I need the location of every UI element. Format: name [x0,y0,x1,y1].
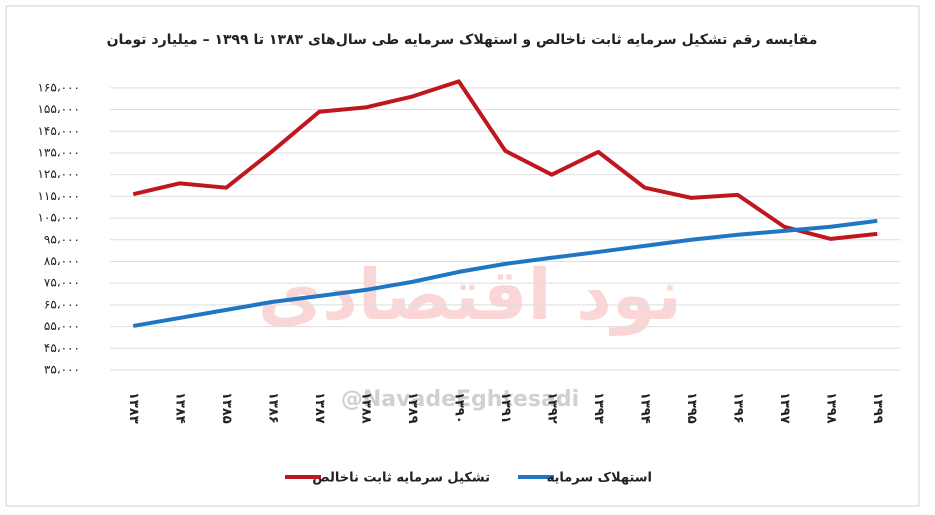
y-tick-label: ۱۶۵،۰۰۰ [37,80,80,94]
x-tick-label: ۱۳۹۹ [870,392,885,424]
y-tick-label: ۷۵،۰۰۰ [44,276,80,290]
legend-label: تشکیل سرمایه ثابت ناخالص [312,471,490,486]
x-tick-label: ۱۳۸۷ [312,392,327,424]
y-tick-label: ۱۴۵،۰۰۰ [37,124,80,138]
x-tick-label: ۱۳۹۱ [498,392,513,424]
legend-label: استهلاک سرمایه [547,471,652,486]
y-tick-label: ۱۱۵،۰۰۰ [37,189,80,203]
series-line [132,218,878,328]
series-line [132,79,878,241]
y-tick-label: ۳۵،۰۰۰ [44,363,80,377]
x-tick-label: ۱۳۹۴ [637,392,652,424]
y-tick-label: ۱۲۵،۰۰۰ [37,167,80,181]
x-tick-label: ۱۳۸۸ [358,392,373,424]
chart-title: مقایسه رقم تشکیل سرمایه ثابت ناخالص و اس… [107,32,818,48]
y-tick-label: ۱۰۵،۰۰۰ [37,211,80,225]
x-tick-label: ۱۳۸۴ [172,392,187,424]
x-tick-label: ۱۳۹۸ [823,392,838,424]
x-tick-label: ۱۳۹۳ [591,392,606,424]
x-tick-label: ۱۳۹۰ [451,392,466,424]
y-tick-label: ۶۵،۰۰۰ [44,297,80,311]
watermark: @NavadeEghtesadi [341,387,579,412]
x-tick-label: ۱۳۸۹ [405,392,420,424]
y-tick-label: ۵۵،۰۰۰ [44,319,80,333]
y-tick-label: ۸۵،۰۰۰ [44,254,80,268]
x-tick-label: ۱۳۸۶ [265,392,280,424]
x-tick-label: ۱۳۹۵ [684,392,699,424]
y-tick-label: ۱۳۵،۰۰۰ [37,145,80,159]
x-tick-label: ۱۳۹۶ [730,392,745,424]
x-tick-label: ۱۳۸۳ [126,392,141,424]
y-tick-label: ۱۵۵،۰۰۰ [37,102,80,116]
chart-frame [5,5,920,507]
y-tick-label: ۹۵،۰۰۰ [44,232,80,246]
y-tick-label: ۴۵،۰۰۰ [44,341,80,355]
x-tick-label: ۱۳۹۲ [544,392,559,424]
x-tick-label: ۱۳۹۷ [777,392,792,424]
x-tick-label: ۱۳۸۵ [219,392,234,424]
